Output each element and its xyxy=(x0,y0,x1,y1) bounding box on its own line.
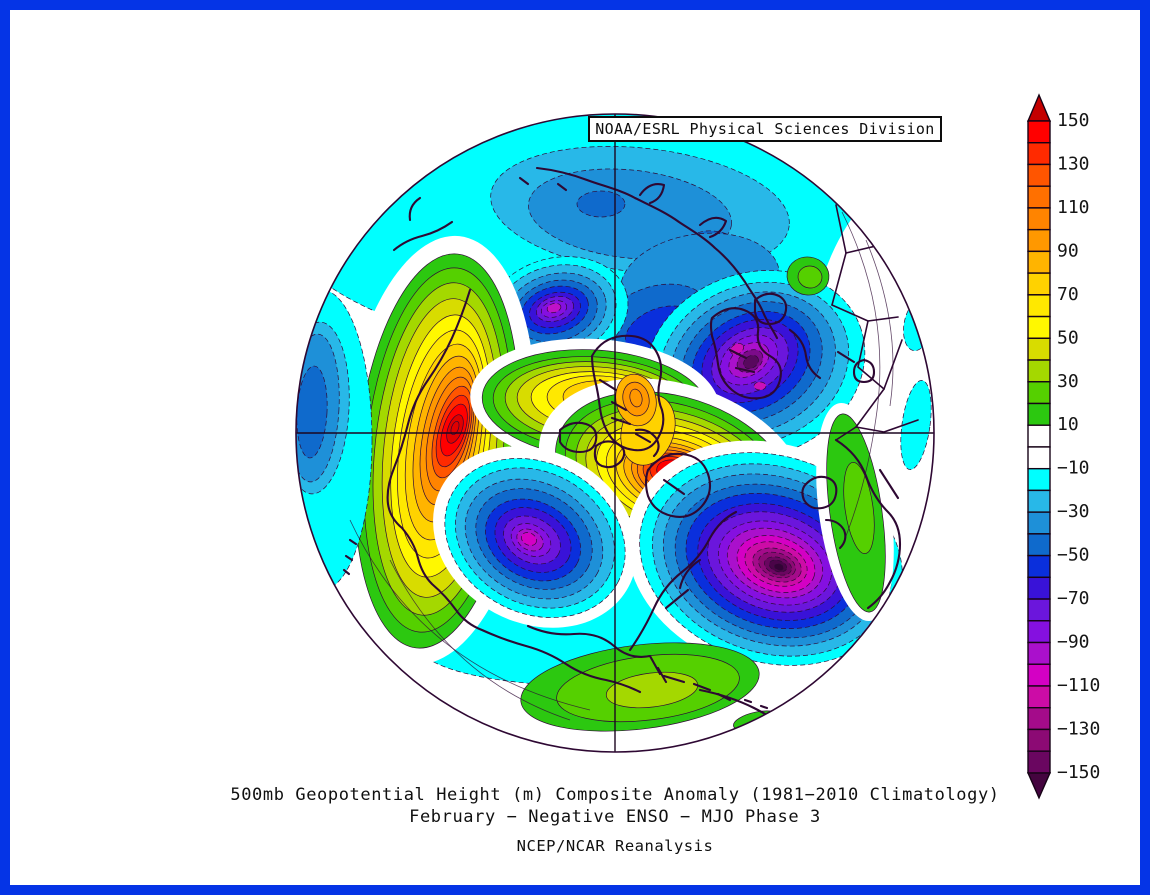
caption-title-line2: February − Negative ENSO − MJO Phase 3 xyxy=(409,807,821,827)
colorbar-cell xyxy=(1027,424,1051,448)
caption-source: NCEP/NCAR Reanalysis xyxy=(516,837,714,855)
positive-patch-africa-margin xyxy=(826,413,886,613)
colorbar-cell xyxy=(1027,707,1051,731)
colorbar-cell xyxy=(1027,142,1051,166)
captions: 500mb Geopotential Height (m) Composite … xyxy=(165,784,1065,855)
colorbar-cell xyxy=(1027,620,1051,644)
colorbar-tick-label: −110 xyxy=(1057,675,1100,696)
positive-patch-caribbean xyxy=(520,642,781,732)
colorbar-tick-label: −50 xyxy=(1057,545,1090,566)
colorbar-cell xyxy=(1027,511,1051,535)
colorbar-cell xyxy=(1027,728,1051,752)
colorbar-cell xyxy=(1027,294,1051,318)
colorbar-cell xyxy=(1027,250,1051,274)
map-outline-circle xyxy=(295,113,935,753)
colorbar-cell xyxy=(1027,163,1051,187)
thin-contour-arcs xyxy=(349,211,894,721)
colorbar-cell xyxy=(1027,750,1051,774)
header-title: NOAA/ESRL Physical Sciences Division xyxy=(595,120,935,138)
colorbar-tick-label: 70 xyxy=(1057,284,1079,305)
colorbar-tick-labels: 150 130 110 90 70 50 30 10 −10 −30 −50 −70 −90 −110 −1… xyxy=(1057,110,1100,783)
colorbar-tick-label: 10 xyxy=(1057,414,1079,435)
header-box: NOAA/ESRL Physical Sciences Division xyxy=(588,116,942,142)
colorbar-tick-label: 50 xyxy=(1057,327,1079,348)
colorbar-tick-label: −130 xyxy=(1057,718,1100,739)
coastlines xyxy=(342,166,902,734)
colorbar-tick-label: 130 xyxy=(1057,153,1090,174)
colorbar-cell xyxy=(1027,315,1051,340)
colorbar-tick-label: −150 xyxy=(1057,762,1100,783)
colorbar-cell xyxy=(1027,337,1051,361)
colorbar-cell xyxy=(1027,402,1051,426)
colorbar-cell xyxy=(1027,685,1051,709)
graticule-crosshair xyxy=(296,114,934,752)
colorbar-cell xyxy=(1027,576,1051,600)
positive-patch-urals xyxy=(786,256,830,296)
colorbar-cell xyxy=(1027,120,1051,144)
colorbar-tick-label: −10 xyxy=(1057,458,1090,479)
colorbar-tick-label: 150 xyxy=(1057,110,1090,131)
colorbar-cell xyxy=(1027,272,1051,296)
colorbar-tick-label: 30 xyxy=(1057,371,1079,392)
colorbar-tick-label: −70 xyxy=(1057,588,1090,609)
colorbar-cell xyxy=(1027,359,1051,383)
colorbar-tick-label: 110 xyxy=(1057,197,1090,218)
colorbar-tick-label: 90 xyxy=(1057,240,1079,261)
colorbar-cell xyxy=(1027,554,1051,579)
colorbar-cell xyxy=(1027,207,1051,231)
negative-anomaly-western-north-america xyxy=(444,458,626,618)
caption-title-line1: 500mb Geopotential Height (m) Composite … xyxy=(230,785,1000,805)
colorbar-cell xyxy=(1027,663,1051,687)
colorbar-cells xyxy=(1027,120,1051,774)
colorbar-cell xyxy=(1027,185,1051,209)
colorbar-cell xyxy=(1027,533,1051,557)
colorbar-cell xyxy=(1027,467,1051,492)
colorbar-arrow-top xyxy=(1026,93,1052,122)
colorbar-cell xyxy=(1027,446,1051,470)
colorbar-cell xyxy=(1027,228,1051,253)
colorbar-cell xyxy=(1027,598,1051,622)
colorbar-tick-label: −90 xyxy=(1057,632,1090,653)
colorbar-cell xyxy=(1027,641,1051,665)
colorbar-cell xyxy=(1027,381,1051,405)
colorbar-cell xyxy=(1027,489,1051,513)
colorbar-tick-label: −30 xyxy=(1057,501,1090,522)
